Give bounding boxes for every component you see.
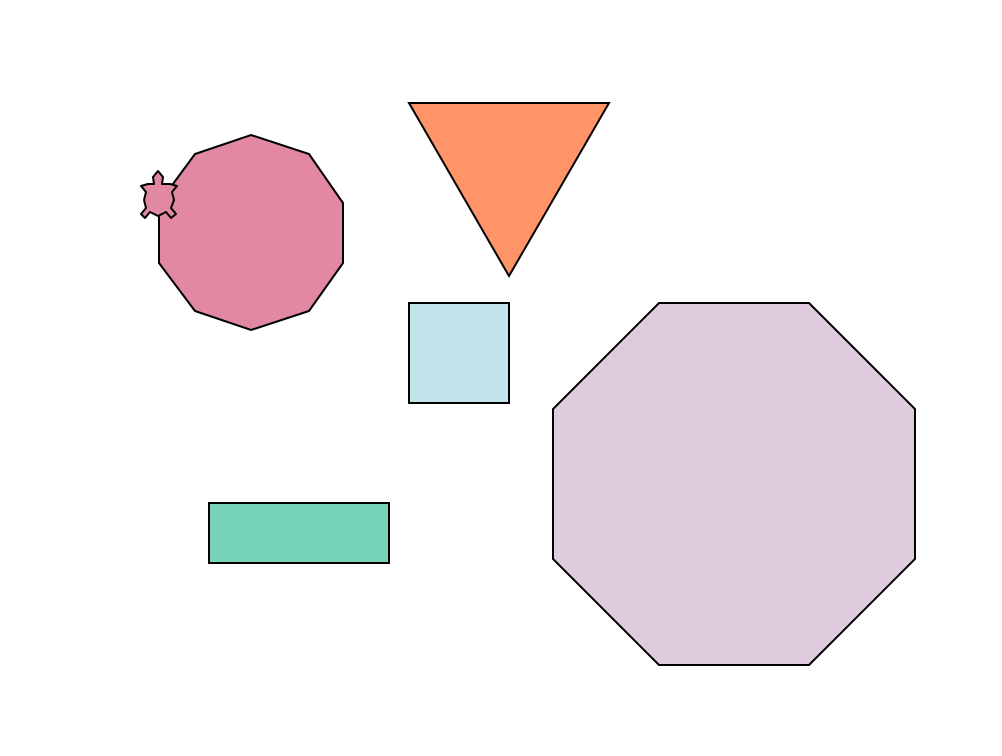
- turtle-cursor-icon: [140, 170, 178, 219]
- purple-octagon: [552, 302, 916, 666]
- blue-square: [408, 302, 510, 404]
- pink-decagon: [158, 133, 344, 332]
- turtle-shape: [140, 170, 178, 219]
- orange-triangle: [407, 102, 611, 278]
- green-rectangle: [208, 502, 390, 564]
